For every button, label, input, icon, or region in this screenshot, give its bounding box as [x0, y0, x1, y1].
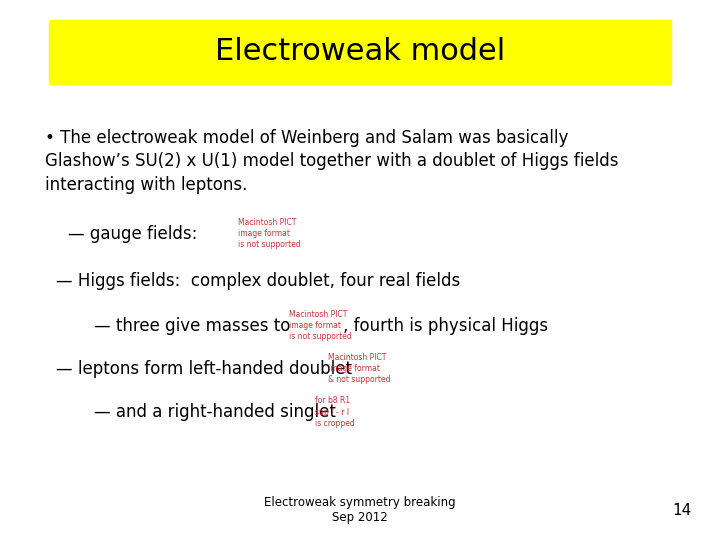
Text: Electroweak model: Electroweak model: [215, 37, 505, 66]
Text: • The electroweak model of Weinberg and Salam was basically: • The electroweak model of Weinberg and …: [45, 129, 568, 146]
Text: Electroweak symmetry breaking
Sep 2012: Electroweak symmetry breaking Sep 2012: [264, 496, 456, 524]
Text: for b8 R1
sup / - r l
is cropped: for b8 R1 sup / - r l is cropped: [315, 396, 355, 428]
Text: interacting with leptons.: interacting with leptons.: [45, 176, 247, 194]
Text: — Higgs fields:  complex doublet, four real fields: — Higgs fields: complex doublet, four re…: [56, 272, 460, 290]
Text: — three give masses to: — three give masses to: [94, 316, 290, 335]
Text: , fourth is physical Higgs: , fourth is physical Higgs: [343, 316, 548, 335]
FancyBboxPatch shape: [49, 20, 671, 84]
Text: — gauge fields:: — gauge fields:: [68, 225, 198, 243]
Text: 14: 14: [672, 503, 691, 518]
Text: Macintosh PICT
image format
& not supported: Macintosh PICT image format & not suppor…: [328, 353, 390, 384]
Text: Macintosh PICT
image format
is not supported: Macintosh PICT image format is not suppo…: [289, 310, 352, 341]
Text: Glashow’s SU(2) x U(1) model together with a doublet of Higgs fields: Glashow’s SU(2) x U(1) model together wi…: [45, 152, 618, 170]
Text: — and a right-handed singlet: — and a right-handed singlet: [94, 403, 336, 421]
Text: Macintosh PICT
image format
is not supported: Macintosh PICT image format is not suppo…: [238, 218, 300, 249]
Text: — leptons form left-handed doublet: — leptons form left-handed doublet: [56, 360, 352, 378]
